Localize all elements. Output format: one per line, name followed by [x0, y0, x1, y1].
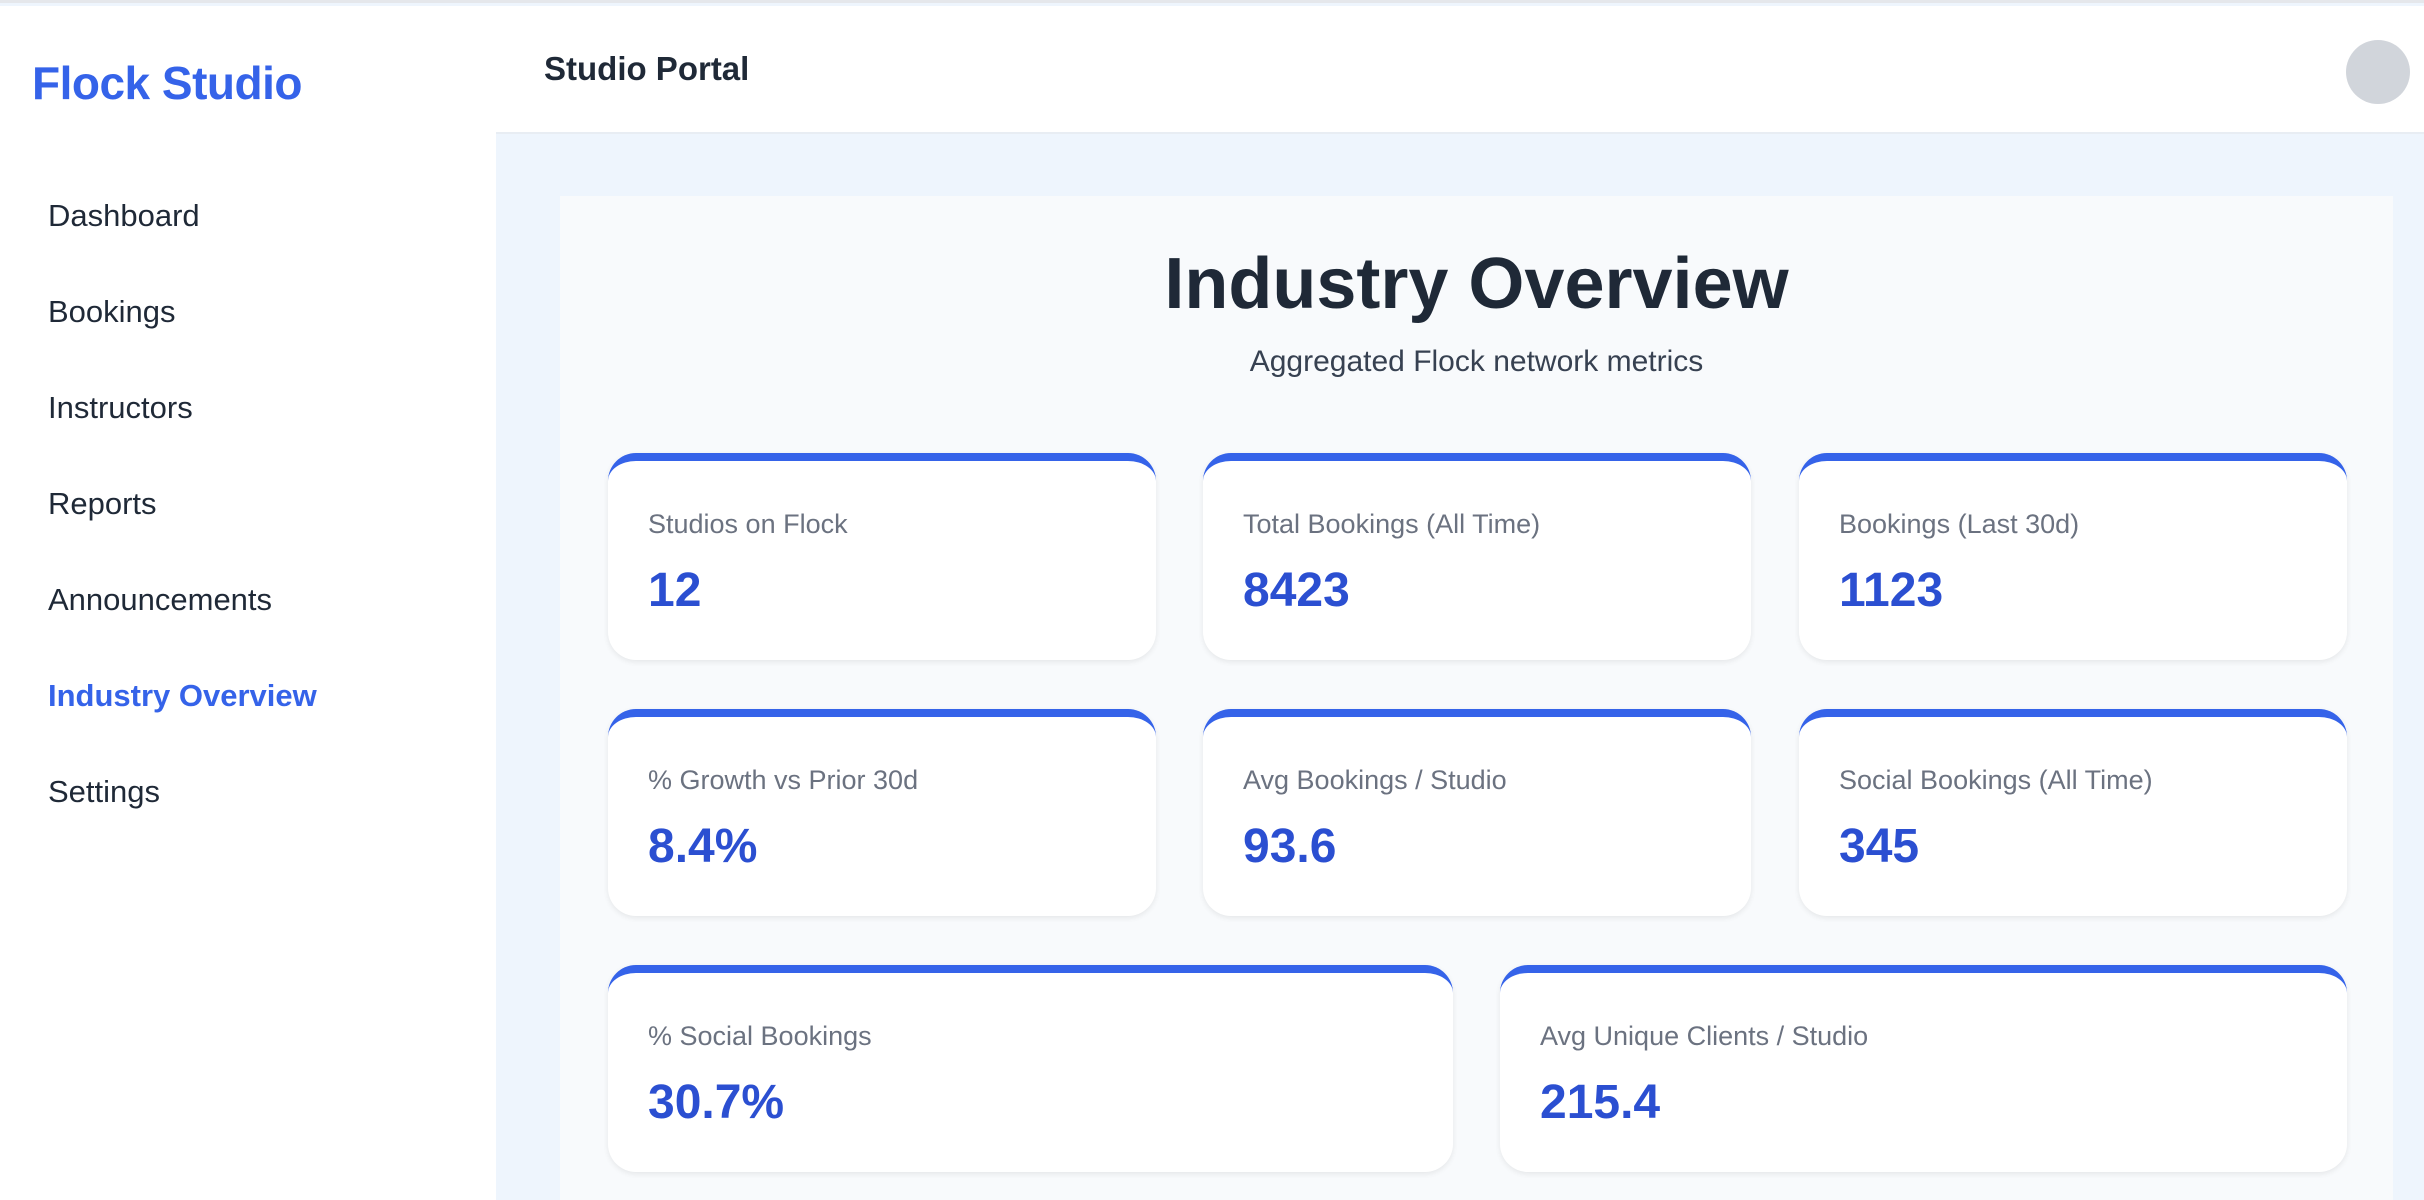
metric-label: % Social Bookings [648, 1021, 872, 1051]
logo[interactable]: Flock Studio [32, 57, 303, 109]
metric-label: Bookings (Last 30d) [1839, 509, 2080, 539]
metric-card-social-bookings: Social Bookings (All Time) 345 [1799, 709, 2347, 916]
metric-value: 93.6 [1243, 820, 1337, 873]
metric-value: 8423 [1243, 564, 1350, 617]
metric-label: Social Bookings (All Time) [1839, 765, 2153, 795]
metric-card-studios: Studios on Flock 12 [608, 453, 1156, 660]
header-title: Studio Portal [544, 50, 750, 87]
top-header: Studio Portal [496, 6, 2424, 134]
metric-card-bookings-30d: Bookings (Last 30d) 1123 [1799, 453, 2347, 660]
sidebar-item-instructors[interactable]: Instructors [48, 390, 193, 425]
metric-label: % Growth vs Prior 30d [648, 765, 919, 795]
sidebar-item-dashboard[interactable]: Dashboard [48, 198, 200, 233]
metric-value: 30.7% [648, 1076, 785, 1129]
metric-card-social-percent: % Social Bookings 30.7% [608, 965, 1453, 1172]
metric-card-total-bookings: Total Bookings (All Time) 8423 [1203, 453, 1751, 660]
sidebar-item-settings[interactable]: Settings [48, 774, 161, 809]
sidebar: Flock Studio Dashboard Bookings Instruct… [0, 6, 496, 1200]
page-title: Industry Overview [1164, 244, 1789, 324]
sidebar-item-reports[interactable]: Reports [48, 486, 157, 521]
metric-label: Avg Unique Clients / Studio [1540, 1021, 1869, 1051]
metric-label: Studios on Flock [648, 509, 848, 539]
metric-value: 12 [648, 564, 702, 617]
sidebar-item-bookings[interactable]: Bookings [48, 294, 176, 329]
metric-label: Avg Bookings / Studio [1243, 765, 1507, 795]
metric-card-avg-bookings: Avg Bookings / Studio 93.6 [1203, 709, 1751, 916]
metric-value: 1123 [1839, 564, 1944, 617]
avatar-icon[interactable] [2346, 40, 2410, 104]
metric-label: Total Bookings (All Time) [1243, 509, 1541, 539]
metric-card-unique-clients: Avg Unique Clients / Studio 215.4 [1500, 965, 2347, 1172]
sidebar-item-announcements[interactable]: Announcements [48, 582, 273, 617]
sidebar-nav: Dashboard Bookings Instructors Reports A… [48, 194, 317, 866]
sidebar-item-industry-overview[interactable]: Industry Overview [48, 678, 317, 713]
metric-value: 345 [1839, 820, 1920, 873]
metric-value: 8.4% [648, 820, 758, 873]
metric-value: 215.4 [1540, 1076, 1661, 1129]
page-subtitle: Aggregated Flock network metrics [1249, 345, 1704, 378]
metric-card-growth: % Growth vs Prior 30d 8.4% [608, 709, 1156, 916]
